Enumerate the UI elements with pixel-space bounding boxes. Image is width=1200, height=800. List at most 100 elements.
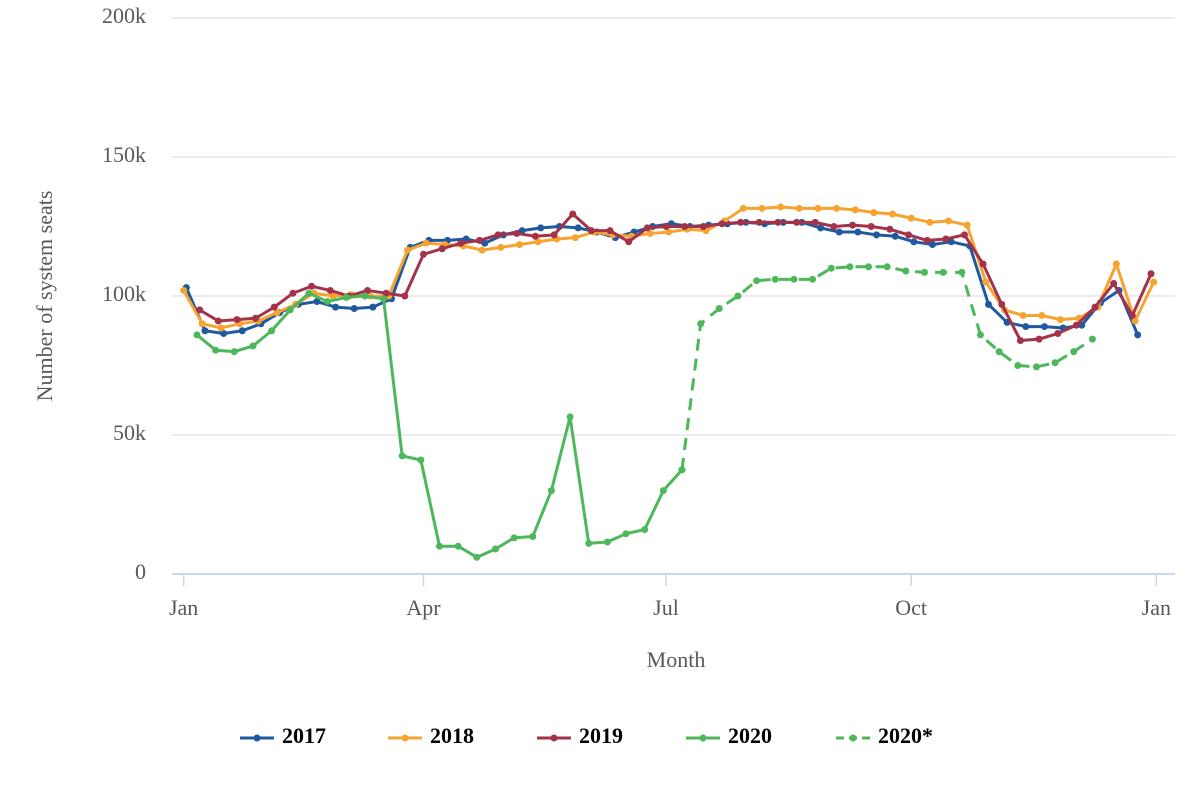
data-point (212, 346, 220, 354)
data-point (699, 223, 707, 230)
data-point (305, 289, 313, 297)
data-point (270, 303, 278, 311)
y-tick-label: 50k (113, 420, 146, 445)
legend-label: 2017 (282, 723, 326, 748)
y-tick-label: 0 (135, 559, 146, 584)
data-point (854, 228, 862, 236)
data-point (587, 227, 595, 235)
data-point (774, 218, 782, 226)
data-point (569, 210, 577, 218)
data-point (865, 263, 873, 271)
legend-marker (699, 734, 707, 742)
data-point (1128, 311, 1136, 319)
data-point (1032, 363, 1040, 371)
data-point (585, 539, 593, 547)
data-point (273, 309, 281, 317)
data-point (1051, 359, 1059, 367)
legend-label: 2018 (430, 723, 474, 748)
data-point (481, 239, 489, 247)
x-tick-label: Jul (653, 595, 679, 620)
data-point (473, 553, 481, 561)
data-point (369, 303, 377, 311)
y-tick-label: 150k (102, 142, 146, 167)
x-axis-title: Month (647, 647, 706, 672)
data-point (809, 275, 817, 283)
data-point (217, 324, 225, 332)
data-point (350, 305, 358, 313)
data-point (313, 298, 321, 306)
data-point (308, 282, 316, 290)
data-point (870, 209, 878, 217)
data-point (827, 264, 835, 272)
data-point (777, 203, 785, 211)
x-tick-label: Jan (169, 595, 198, 620)
data-point (886, 225, 894, 233)
data-point (249, 342, 257, 350)
data-point (380, 295, 388, 303)
data-point (417, 456, 425, 464)
data-point (1014, 362, 1022, 369)
data-point (1056, 316, 1064, 324)
legend-marker (550, 734, 558, 742)
data-point (665, 228, 673, 236)
data-point (958, 268, 966, 276)
data-point (926, 218, 934, 226)
data-point (435, 542, 443, 550)
data-point (1054, 330, 1062, 338)
data-point (942, 235, 950, 243)
legend-label: 2020 (728, 723, 772, 748)
data-point (1016, 336, 1024, 344)
data-point (1035, 335, 1043, 343)
data-point (550, 231, 558, 239)
data-point (289, 289, 297, 297)
data-point (518, 227, 526, 235)
data-point (534, 238, 542, 246)
data-point (1091, 303, 1099, 311)
data-point (513, 229, 521, 237)
data-point (180, 286, 188, 294)
data-point (454, 542, 462, 550)
data-point (574, 224, 582, 232)
data-point (939, 268, 947, 276)
data-point (214, 317, 222, 325)
data-point (1038, 311, 1046, 319)
data-point (220, 330, 228, 338)
data-point (329, 292, 337, 300)
series-line (680, 265, 1094, 470)
data-point (833, 204, 841, 212)
data-point (793, 218, 801, 226)
data-point (324, 298, 332, 306)
data-point (755, 218, 763, 226)
data-point (494, 231, 502, 239)
data-point (835, 228, 843, 236)
data-point (537, 224, 545, 232)
data-point (1022, 323, 1030, 331)
data-point (193, 331, 201, 339)
data-point (529, 532, 537, 540)
data-point (984, 300, 992, 308)
data-point (814, 204, 822, 212)
data-point (979, 260, 987, 268)
data-point (867, 223, 875, 230)
data-point (662, 223, 670, 230)
x-tick-label: Oct (895, 595, 927, 620)
data-point (1040, 323, 1048, 331)
data-point (817, 224, 825, 232)
data-point (342, 293, 350, 301)
data-point (457, 239, 465, 247)
data-point (196, 306, 204, 314)
data-point (606, 227, 614, 235)
data-point (238, 327, 246, 335)
data-point (659, 487, 667, 495)
data-point (891, 232, 899, 240)
data-point (531, 232, 539, 240)
data-point (419, 250, 427, 258)
data-point (718, 220, 726, 228)
data-point (739, 204, 747, 212)
data-point (795, 204, 803, 212)
y-tick-label: 200k (102, 3, 146, 28)
data-point (1019, 311, 1027, 319)
data-point (515, 241, 523, 249)
data-point (715, 305, 723, 313)
